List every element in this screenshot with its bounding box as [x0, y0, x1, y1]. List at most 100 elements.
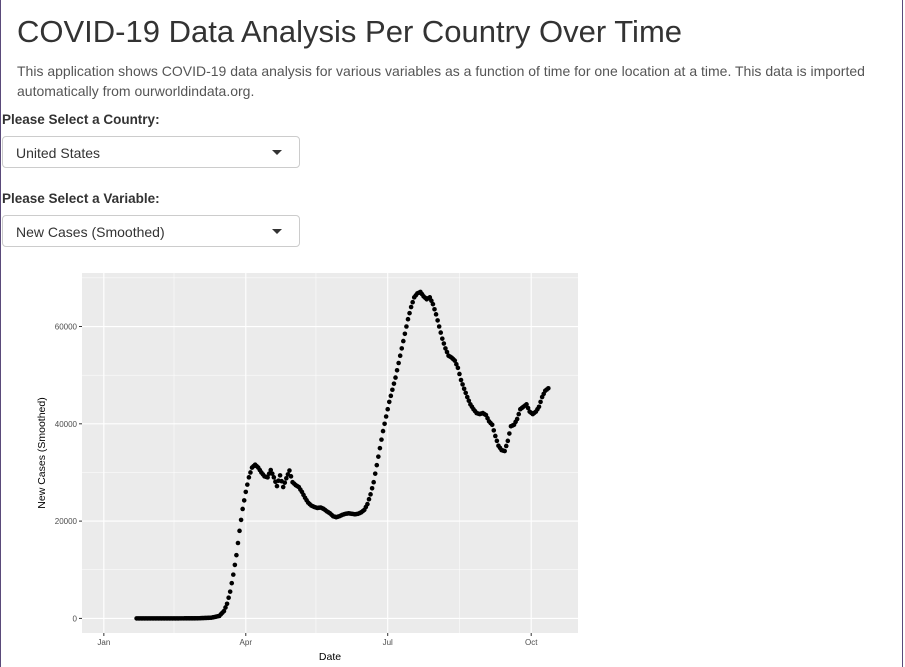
chevron-down-icon[interactable]: [272, 229, 282, 234]
data-point: [372, 471, 378, 476]
data-point: [245, 482, 250, 487]
data-point: [430, 301, 436, 307]
data-point: [238, 517, 244, 523]
data-point: [407, 310, 412, 316]
data-point: [368, 492, 373, 497]
data-point: [546, 386, 551, 391]
data-point: [268, 467, 274, 473]
data-point: [380, 428, 386, 434]
data-point: [232, 562, 238, 568]
data-point: [458, 377, 464, 383]
data-point: [365, 501, 370, 507]
data-point: [438, 330, 444, 335]
data-point: [463, 390, 469, 396]
data-point: [271, 475, 277, 480]
data-point: [388, 393, 394, 399]
data-point: [394, 368, 400, 373]
data-point: [435, 318, 440, 323]
data-point: [514, 416, 520, 422]
data-point: [466, 398, 472, 403]
y-tick-label: 60000: [55, 323, 78, 332]
data-point: [231, 572, 236, 577]
data-point: [455, 365, 461, 371]
data-point: [410, 299, 415, 305]
data-point: [377, 445, 383, 451]
data-point: [240, 506, 245, 512]
data-point: [386, 399, 392, 405]
data-point: [432, 306, 437, 312]
data-point: [408, 304, 414, 310]
data-point: [229, 580, 235, 586]
data-point: [376, 454, 381, 459]
data-point: [224, 601, 230, 607]
data-point: [402, 331, 408, 337]
page-title: COVID-19 Data Analysis Per Country Over …: [17, 14, 683, 49]
data-point: [404, 324, 409, 329]
data-point: [284, 476, 289, 481]
data-point: [494, 438, 500, 444]
data-point: [366, 496, 372, 502]
x-tick-label: Jul: [383, 638, 393, 647]
page-description: This application shows COVID-19 data ana…: [17, 63, 865, 99]
data-point: [489, 422, 495, 428]
chevron-down-icon[interactable]: [272, 150, 282, 155]
data-point: [393, 375, 398, 380]
variable-select-label: Please Select a Variable:: [2, 191, 160, 206]
y-tick-label: 20000: [55, 517, 78, 526]
data-point: [237, 528, 242, 534]
data-point: [374, 462, 380, 468]
scatter-chart: Jan Apr Jul Oct 0 20000 40000 60000 Date New Case…: [36, 273, 578, 663]
y-tick-label: 40000: [55, 420, 78, 429]
data-point: [282, 480, 288, 485]
data-point: [401, 338, 406, 344]
data-point: [235, 540, 241, 546]
data-point: [391, 381, 397, 386]
data-point: [516, 411, 522, 417]
data-point: [538, 399, 543, 405]
data-point: [227, 589, 233, 594]
country-select-label: Please Select a Country:: [2, 112, 160, 127]
data-point: [274, 483, 280, 489]
data-point: [436, 324, 442, 329]
variable-select-value: New Cases (Smoothed): [16, 224, 165, 240]
data-point: [288, 474, 294, 479]
data-point: [371, 479, 376, 485]
data-point: [385, 406, 391, 412]
y-axis-title: New Cases (Smoothed): [36, 397, 48, 508]
x-tick-label: Apr: [240, 638, 253, 647]
data-point: [460, 382, 465, 387]
country-select[interactable]: United States: [2, 136, 300, 168]
data-point: [440, 336, 445, 341]
x-axis-title: Date: [319, 651, 341, 663]
data-point: [226, 595, 231, 601]
data-point: [243, 489, 249, 495]
y-tick-label: 0: [73, 614, 78, 623]
data-point: [277, 473, 283, 478]
plot-panel: [82, 273, 578, 633]
data-point: [269, 471, 275, 476]
data-point: [246, 475, 252, 480]
data-point: [287, 468, 292, 473]
data-point: [433, 312, 439, 317]
data-point: [390, 387, 395, 393]
country-select-value: United States: [16, 145, 101, 161]
data-point: [457, 371, 462, 377]
data-point: [505, 438, 511, 444]
data-point: [383, 414, 389, 419]
data-point: [382, 421, 387, 427]
data-point: [507, 431, 512, 436]
data-point: [493, 433, 498, 439]
data-point: [248, 470, 253, 475]
data-point: [399, 346, 405, 351]
data-point: [454, 361, 459, 367]
data-point: [369, 485, 375, 491]
data-point: [280, 484, 286, 490]
data-point: [491, 428, 497, 433]
data-point: [461, 386, 467, 392]
data-point: [502, 448, 507, 454]
data-point: [536, 404, 542, 410]
data-point: [234, 552, 239, 558]
variable-select[interactable]: New Cases (Smoothed): [2, 215, 300, 247]
data-point: [452, 358, 458, 363]
